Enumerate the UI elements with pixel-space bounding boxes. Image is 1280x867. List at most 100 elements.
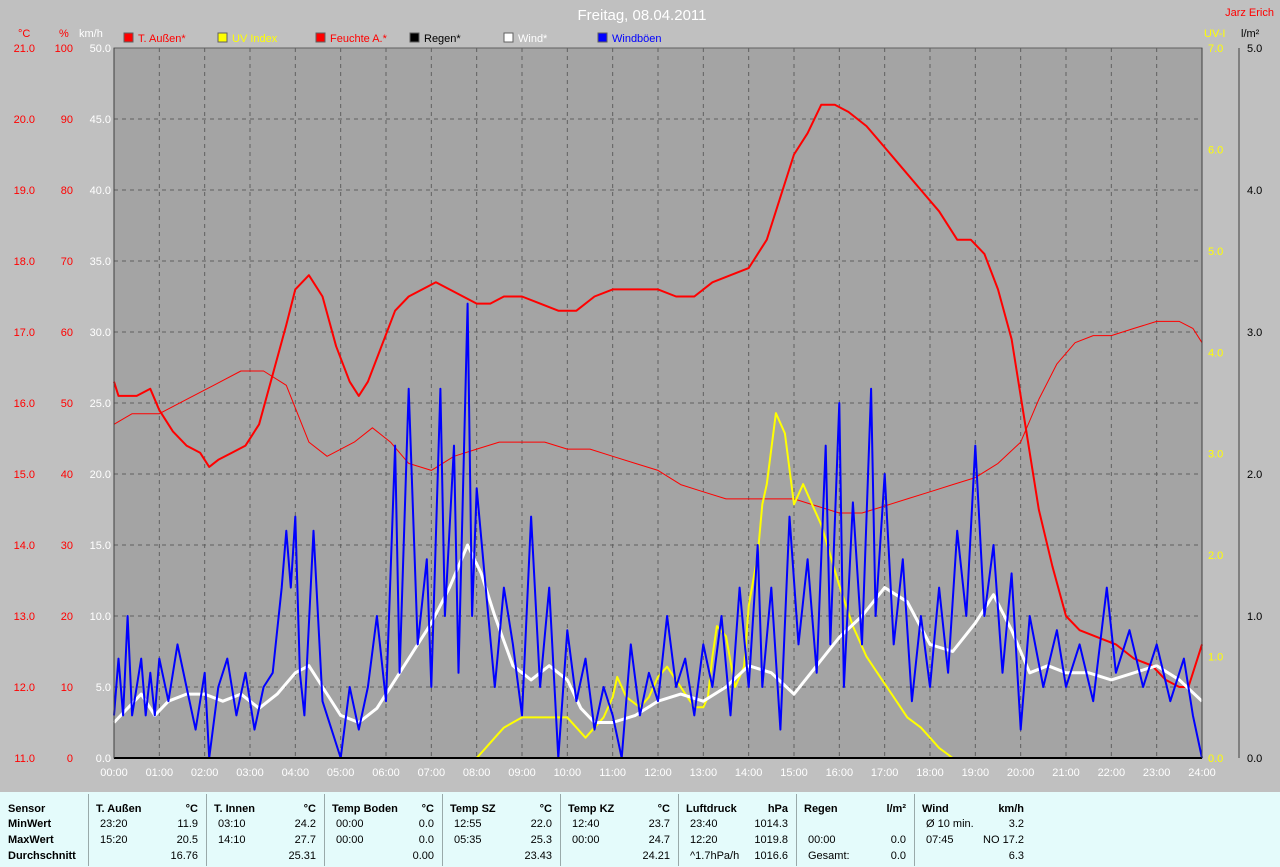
- stat-column: Regen l/m² 00:00 0.0 Gesamt: 0.0: [796, 792, 914, 867]
- x-tick-label: 15:00: [780, 767, 808, 779]
- uv-axis-unit: UV-I: [1204, 28, 1225, 40]
- legend: T. Außen* UV Index Feuchte A.* Regen* Wind* W…: [123, 32, 662, 45]
- uv-tick-label: 6.0: [1208, 144, 1223, 156]
- x-tick-label: 00:00: [100, 767, 128, 779]
- max-value: NO 17.2: [983, 834, 1024, 846]
- legend-swatch: [597, 32, 608, 43]
- x-tick-label: 20:00: [1007, 767, 1035, 779]
- column-title: Wind: [922, 803, 949, 815]
- stat-column: Luftdruck hPa 23:40 1014.3 12:20 1019.8 ^1.7hP…: [678, 792, 796, 867]
- series-t-au-en: [113, 103, 1203, 688]
- uv-tick-label: 5.0: [1208, 246, 1223, 258]
- max-time: 07:45: [926, 834, 954, 846]
- avg-value: 0.0: [890, 850, 906, 862]
- column-divider: [914, 794, 915, 866]
- x-tick-label: 18:00: [916, 767, 944, 779]
- temp-tick-label: 11.0: [14, 753, 35, 765]
- temp-tick-label: 13.0: [14, 611, 35, 623]
- column-title: Temp KZ: [568, 803, 615, 815]
- humidity-tick-label: 10: [61, 682, 73, 694]
- legend-swatch: [123, 32, 134, 43]
- legend-label: Windböen: [612, 33, 662, 45]
- stat-column: Temp KZ °C 12:40 23.7 00:00 24.7 24.21: [560, 792, 678, 867]
- row-label-avg: Durchschnitt: [8, 850, 76, 862]
- legend-label: Feuchte A.*: [330, 33, 388, 45]
- column-divider: [796, 794, 797, 866]
- x-tick-label: 05:00: [327, 767, 355, 779]
- stat-column: Temp SZ °C 12:55 22.0 05:35 25.3 23.43: [442, 792, 560, 867]
- x-tick-label: 22:00: [1098, 767, 1126, 779]
- min-time: 12:55: [454, 818, 482, 830]
- column-title: T. Innen: [214, 803, 255, 815]
- legend-swatch: [503, 32, 514, 43]
- temp-tick-label: 20.0: [14, 114, 35, 126]
- avg-label: ^1.7hPa/h: [690, 850, 740, 862]
- row-label-min: MinWert: [8, 818, 52, 830]
- max-value: 27.7: [294, 834, 316, 846]
- rain-axis-unit: l/m²: [1241, 28, 1260, 40]
- wind-tick-label: 20.0: [90, 469, 111, 481]
- x-tick-label: 06:00: [372, 767, 400, 779]
- axis-tick-labels: 00:00 01:00 02:00 03:00 04:00 05:00 06:00 07:00…: [14, 43, 1263, 779]
- legend-swatch: [409, 32, 420, 43]
- min-value: 3.2: [1008, 818, 1024, 830]
- legend-label: T. Außen*: [138, 33, 186, 45]
- column-unit: °C: [421, 803, 434, 815]
- temp-tick-label: 14.0: [14, 540, 35, 552]
- avg-value: 1016.6: [754, 850, 788, 862]
- x-tick-label: 24:00: [1188, 767, 1216, 779]
- min-time: 00:00: [336, 818, 364, 830]
- series-uv-index: [114, 412, 1202, 759]
- max-time: 15:20: [100, 834, 128, 846]
- uv-tick-label: 7.0: [1208, 43, 1223, 55]
- max-time: 00:00: [808, 834, 836, 846]
- x-tick-label: 14:00: [735, 767, 763, 779]
- legend-label: Regen*: [424, 33, 461, 45]
- x-tick-label: 09:00: [508, 767, 536, 779]
- author-label: Jarz Erich: [1225, 7, 1274, 19]
- min-value: 1014.3: [754, 818, 788, 830]
- max-time: 00:00: [572, 834, 600, 846]
- statistics-panel: Sensor MinWert MaxWert Durchschnitt T. A…: [0, 792, 1280, 867]
- legend-label: Wind*: [518, 33, 548, 45]
- rain-tick-label: 4.0: [1247, 185, 1262, 197]
- row-label-max: MaxWert: [8, 834, 54, 846]
- temp-tick-label: 19.0: [14, 185, 35, 197]
- min-time: 23:40: [690, 818, 718, 830]
- x-tick-label: 08:00: [463, 767, 491, 779]
- rain-tick-label: 2.0: [1247, 469, 1262, 481]
- humidity-tick-label: 80: [61, 185, 73, 197]
- max-value: 24.7: [648, 834, 670, 846]
- stat-column: T. Innen °C 03:10 24.2 14:10 27.7 25.31: [206, 792, 324, 867]
- temp-tick-label: 21.0: [14, 43, 35, 55]
- wind-tick-label: 10.0: [90, 611, 111, 623]
- column-divider: [206, 794, 207, 866]
- temp-tick-label: 16.0: [14, 398, 35, 410]
- wind-tick-label: 15.0: [90, 540, 111, 552]
- row-label-header: Sensor: [8, 803, 46, 815]
- uv-tick-label: 4.0: [1208, 347, 1223, 359]
- humidity-tick-label: 20: [61, 611, 73, 623]
- series-feuchte-a: [113, 320, 1203, 514]
- x-tick-label: 04:00: [282, 767, 310, 779]
- x-tick-label: 10:00: [554, 767, 582, 779]
- min-value: 22.0: [530, 818, 552, 830]
- temp-tick-label: 15.0: [14, 469, 35, 481]
- uv-tick-label: 2.0: [1208, 550, 1223, 562]
- humidity-tick-label: 50: [61, 398, 73, 410]
- uv-tick-label: 0.0: [1208, 753, 1223, 765]
- column-unit: km/h: [998, 803, 1024, 815]
- wind-tick-label: 35.0: [90, 256, 111, 268]
- wind-tick-label: 40.0: [90, 185, 111, 197]
- max-value: 25.3: [530, 834, 552, 846]
- max-value: 0.0: [418, 834, 434, 846]
- max-value: 20.5: [176, 834, 198, 846]
- column-divider: [442, 794, 443, 866]
- column-title: Temp SZ: [450, 803, 496, 815]
- wind-tick-label: 0.0: [96, 753, 111, 765]
- avg-value: 24.21: [642, 850, 670, 862]
- min-value: 23.7: [648, 818, 670, 830]
- avg-value: 16.76: [170, 850, 198, 862]
- stat-column: Temp Boden °C 00:00 0.0 00:00 0.0 0.00: [324, 792, 442, 867]
- wind-tick-label: 30.0: [90, 327, 111, 339]
